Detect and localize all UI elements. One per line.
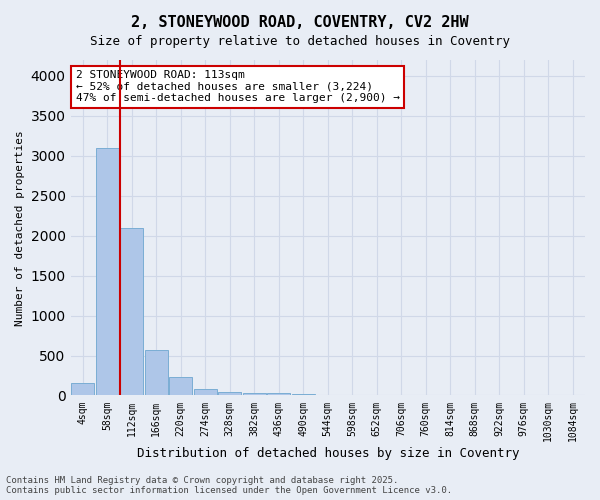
Bar xyxy=(169,377,193,396)
Bar xyxy=(267,394,290,396)
Text: Contains HM Land Registry data © Crown copyright and database right 2025.
Contai: Contains HM Land Registry data © Crown c… xyxy=(6,476,452,495)
Bar xyxy=(218,392,241,396)
Text: Size of property relative to detached houses in Coventry: Size of property relative to detached ho… xyxy=(90,35,510,48)
Bar xyxy=(145,350,168,396)
X-axis label: Distribution of detached houses by size in Coventry: Distribution of detached houses by size … xyxy=(137,447,519,460)
Bar xyxy=(194,389,217,396)
Bar xyxy=(242,393,266,396)
Bar xyxy=(95,148,119,396)
Text: 2, STONEYWOOD ROAD, COVENTRY, CV2 2HW: 2, STONEYWOOD ROAD, COVENTRY, CV2 2HW xyxy=(131,15,469,30)
Bar xyxy=(120,228,143,396)
Y-axis label: Number of detached properties: Number of detached properties xyxy=(15,130,25,326)
Bar xyxy=(292,394,315,396)
Bar xyxy=(71,384,94,396)
Text: 2 STONEYWOOD ROAD: 113sqm
← 52% of detached houses are smaller (3,224)
47% of se: 2 STONEYWOOD ROAD: 113sqm ← 52% of detac… xyxy=(76,70,400,103)
